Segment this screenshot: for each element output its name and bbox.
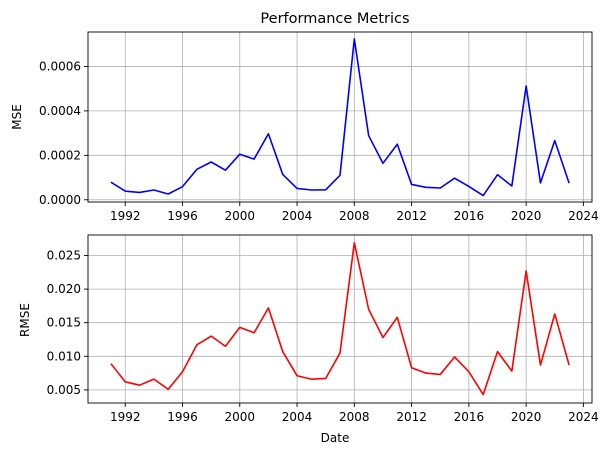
rmse-x-tick-label: 2024 (568, 410, 599, 424)
chart-title: Performance Metrics (260, 11, 409, 27)
rmse-axes-frame (87, 234, 593, 404)
rmse-y-tick-label: 0.020 (47, 282, 81, 296)
mse-series-line (110, 38, 570, 197)
mse-x-tick-label: 2020 (511, 209, 542, 223)
mse-y-tick-label: 0.0002 (39, 148, 81, 162)
rmse-y-tick-label: 0.010 (47, 349, 81, 363)
mse-x-tick-label: 2000 (224, 209, 255, 223)
mse-x-tick-label: 1992 (110, 209, 141, 223)
mse-x-tick-label: 2008 (339, 209, 370, 223)
rmse-axis-label: RMSE (18, 303, 32, 337)
rmse-x-tick-label: 1996 (167, 410, 198, 424)
rmse-y-tick-label: 0.015 (47, 316, 81, 330)
rmse-x-tick-label: 2020 (511, 410, 542, 424)
mse-x-tick-label: 2024 (568, 209, 599, 223)
mse-y-tick-label: 0.0000 (39, 193, 81, 207)
rmse-y-tick-label: 0.025 (47, 248, 81, 262)
rmse-x-tick-label: 2012 (396, 410, 427, 424)
rmse-x-tick-label: 1992 (110, 410, 141, 424)
mse-axis-label: MSE (10, 104, 24, 130)
date-axis-label: Date (321, 431, 350, 445)
rmse-x-tick-label: 2008 (339, 410, 370, 424)
rmse-panel: 1992 1996 2000 2004 2008 2012 2016 2020 2024 0.00… (47, 234, 599, 424)
rmse-x-tick-label: 2004 (282, 410, 313, 424)
mse-x-tick-label: 1996 (167, 209, 198, 223)
rmse-y-tick-label: 0.005 (47, 383, 81, 397)
mse-axes-frame (87, 31, 593, 203)
rmse-x-tick-label: 2000 (224, 410, 255, 424)
rmse-series-line (110, 241, 570, 396)
rmse-x-tick-label: 2016 (454, 410, 485, 424)
mse-x-tick-label: 2016 (454, 209, 485, 223)
mse-y-tick-label: 0.0006 (39, 59, 81, 73)
mse-panel: 1992 1996 2000 2004 2008 2012 2016 2020 2024 0.00… (39, 31, 599, 223)
mse-x-tick-label: 2004 (282, 209, 313, 223)
mse-y-tick-label: 0.0004 (39, 104, 81, 118)
mse-x-tick-label: 2012 (396, 209, 427, 223)
